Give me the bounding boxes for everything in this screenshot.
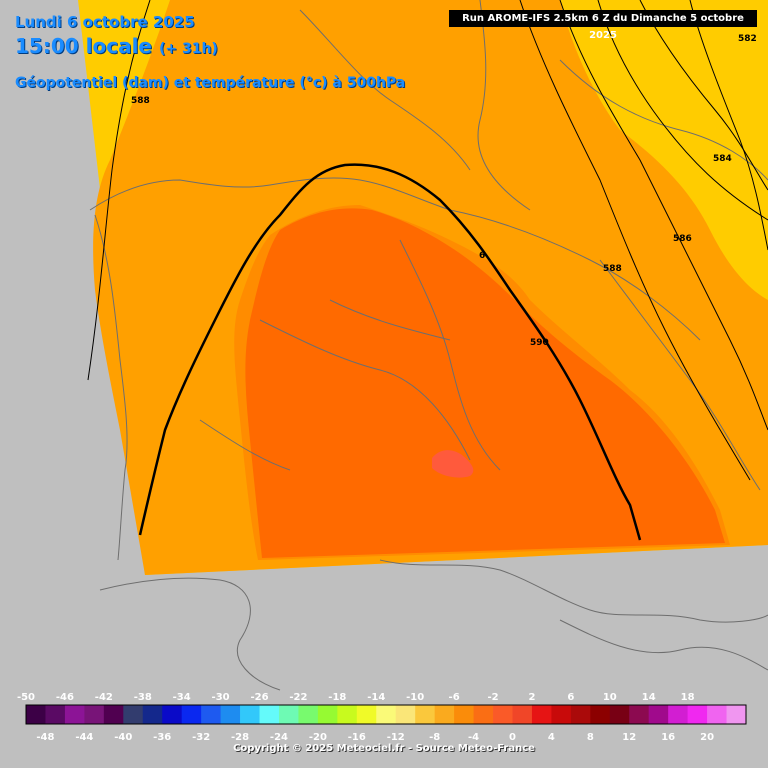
scale-tick-label: -50 xyxy=(17,692,35,703)
forecast-time: 15:00 locale (+ 31h) xyxy=(15,34,218,58)
scale-swatch xyxy=(551,705,572,724)
scale-swatch xyxy=(570,705,591,724)
run-info: Run AROME-IFS 2.5km 6 Z du Dimanche 5 oc… xyxy=(449,10,757,41)
scale-swatch xyxy=(26,705,46,724)
scale-tick-label: -38 xyxy=(134,692,152,703)
scale-swatch xyxy=(84,705,105,724)
scale-swatch xyxy=(726,705,747,724)
scale-tick-label: -2 xyxy=(487,692,498,703)
temp-zone-minus4 xyxy=(245,208,725,558)
scale-tick-label: -40 xyxy=(114,732,132,743)
scale-tick-label: -22 xyxy=(289,692,307,703)
lead-time: (+ 31h) xyxy=(158,41,218,57)
scale-swatch xyxy=(45,705,66,724)
scale-swatch xyxy=(142,705,163,724)
scale-tick-label: 10 xyxy=(603,692,617,703)
scale-swatch xyxy=(648,705,669,724)
scale-swatch xyxy=(415,705,436,724)
contour-590 xyxy=(138,163,642,541)
scale-tick-label: -20 xyxy=(309,732,327,743)
scale-tick-label: -34 xyxy=(173,692,191,703)
scale-swatch xyxy=(493,705,513,724)
temperature-color-scale: -50 -46 -42 -38 -34 -30 -26 -22 -18 -14 -10 -6 -2 2 6 1… xyxy=(17,692,747,743)
scale-swatch xyxy=(220,705,241,724)
label-588-west: 588 xyxy=(131,96,150,106)
temp-zone-minus2 xyxy=(432,450,474,478)
label-584: 584 xyxy=(713,154,732,164)
scale-tick-label: 2 xyxy=(528,692,535,703)
scale-tick-label: -30 xyxy=(212,692,230,703)
scale-swatch xyxy=(376,705,397,724)
scale-tick-label: 12 xyxy=(622,732,636,743)
scale-swatch xyxy=(434,705,455,724)
scale-swatch xyxy=(181,705,202,724)
copyright: Copyright © 2025 Meteociel.fr - Source M… xyxy=(233,743,535,754)
scale-tick-label: -8 xyxy=(429,732,440,743)
scale-tick-label: 0 xyxy=(509,732,516,743)
scale-tick-label: 4 xyxy=(548,732,555,743)
label-586-partial: 6 xyxy=(479,251,485,261)
scale-swatch xyxy=(473,705,494,724)
scale-tick-label: -46 xyxy=(56,692,74,703)
scale-swatch xyxy=(259,705,280,724)
scale-swatch xyxy=(201,705,221,724)
scale-tick-label: -4 xyxy=(468,732,479,743)
scale-swatch xyxy=(531,705,552,724)
scale-swatch xyxy=(668,705,689,724)
label-588-east: 588 xyxy=(603,264,622,274)
scale-swatch xyxy=(123,705,144,724)
field-title: Géopotentiel (dam) et température (°c) à… xyxy=(15,75,406,91)
scale-swatch xyxy=(590,705,611,724)
label-590: 590 xyxy=(530,338,549,348)
scale-tick-label: 8 xyxy=(587,732,594,743)
label-586: 586 xyxy=(673,234,692,244)
scale-tick-label: -44 xyxy=(75,732,93,743)
scale-swatch xyxy=(609,705,630,724)
forecast-date: Lundi 6 octobre 2025 xyxy=(15,13,195,31)
scale-tick-label: -26 xyxy=(250,692,268,703)
scale-tick-label: -42 xyxy=(95,692,113,703)
scale-swatch xyxy=(512,705,533,724)
scale-swatch xyxy=(687,705,708,724)
scale-swatch xyxy=(278,705,299,724)
scale-frame xyxy=(25,704,747,725)
scale-tick-label: -6 xyxy=(449,692,460,703)
scale-tick-label: -18 xyxy=(328,692,346,703)
geopotential-contours xyxy=(87,0,768,481)
scale-swatch xyxy=(240,705,260,724)
scale-swatch xyxy=(162,705,183,724)
scale-swatch xyxy=(298,705,319,724)
scale-swatch xyxy=(317,705,338,724)
scale-swatch xyxy=(454,705,474,724)
scale-tick-label: -36 xyxy=(153,732,171,743)
label-582: 582 xyxy=(738,34,757,44)
scale-tick-label: -12 xyxy=(387,732,405,743)
scale-tick-label: 20 xyxy=(700,732,714,743)
scale-swatch xyxy=(337,705,358,724)
scale-tick-label: -48 xyxy=(36,732,54,743)
scale-tick-label: -14 xyxy=(367,692,385,703)
scale-tick-label: -16 xyxy=(348,732,366,743)
scale-swatch xyxy=(707,705,727,724)
scale-tick-label: -10 xyxy=(406,692,424,703)
scale-swatch xyxy=(395,705,416,724)
scale-swatch xyxy=(103,705,124,724)
scale-tick-label: -24 xyxy=(270,732,288,743)
scale-tick-label: 16 xyxy=(661,732,675,743)
scale-tick-label: -32 xyxy=(192,732,210,743)
forecast-hour: 15:00 locale xyxy=(15,34,152,58)
scale-tick-label: 6 xyxy=(567,692,574,703)
scale-swatch xyxy=(629,705,650,724)
scale-tick-label: 14 xyxy=(642,692,656,703)
scale-swatch xyxy=(356,705,377,724)
scale-swatch xyxy=(64,705,85,724)
scale-tick-label: -28 xyxy=(231,732,249,743)
scale-tick-label: 18 xyxy=(681,692,695,703)
